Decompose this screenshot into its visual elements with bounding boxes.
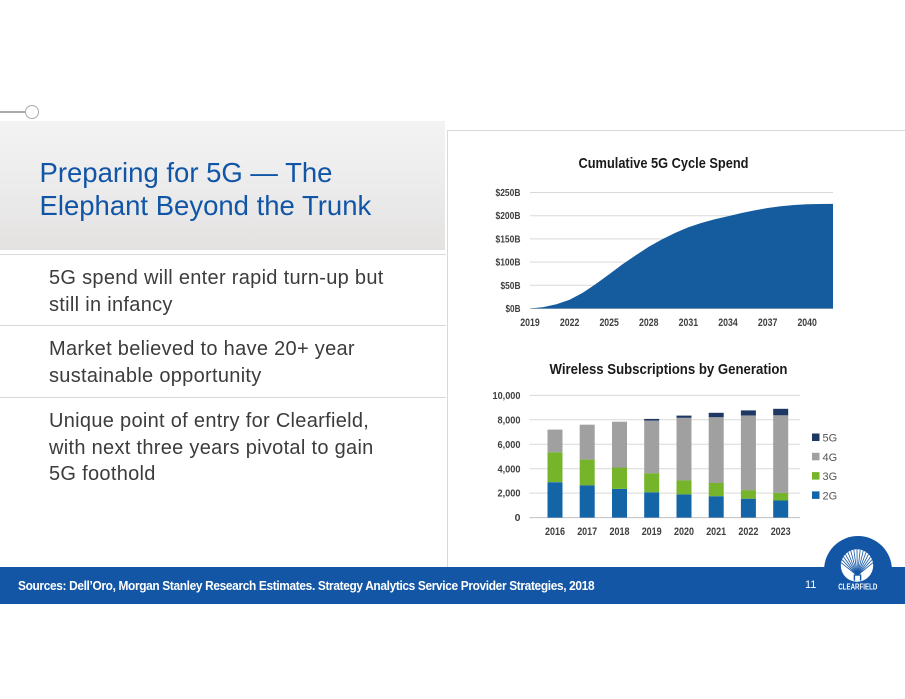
svg-text:2019: 2019 [642,526,662,538]
svg-text:2034: 2034 [718,317,738,329]
svg-text:$50B: $50B [501,280,521,292]
svg-text:4G: 4G [823,452,838,464]
svg-text:2025: 2025 [599,317,619,329]
svg-text:2023: 2023 [771,526,791,538]
svg-text:2019: 2019 [520,317,540,329]
svg-text:2037: 2037 [758,317,778,329]
svg-text:8,000: 8,000 [498,414,521,426]
svg-text:2022: 2022 [560,317,580,329]
svg-text:2022: 2022 [738,526,758,538]
svg-text:$150B: $150B [496,233,521,245]
svg-text:2018: 2018 [610,526,630,538]
svg-text:$250B: $250B [496,187,521,199]
svg-text:Wireless Subscriptions by Gene: Wireless Subscriptions by Generation [550,361,788,378]
svg-text:Cumulative 5G Cycle Spend: Cumulative 5G Cycle Spend [579,155,749,172]
svg-text:2,000: 2,000 [498,488,521,500]
svg-text:$0B: $0B [506,303,521,315]
svg-text:2G: 2G [823,490,838,502]
svg-text:CLEARFIELD: CLEARFIELD [838,582,877,591]
svg-text:$200B: $200B [496,210,521,222]
svg-text:2028: 2028 [639,317,659,329]
svg-text:0: 0 [515,512,521,524]
svg-text:2016: 2016 [545,526,565,538]
svg-text:2031: 2031 [679,317,699,329]
svg-text:4,000: 4,000 [498,463,521,475]
svg-text:6,000: 6,000 [498,439,521,451]
svg-text:2021: 2021 [706,526,726,538]
svg-text:3G: 3G [823,471,838,483]
svg-text:5G: 5G [823,433,838,445]
svg-text:2017: 2017 [577,526,597,538]
svg-text:2020: 2020 [674,526,694,538]
svg-text:$100B: $100B [496,257,521,269]
svg-text:2040: 2040 [797,317,817,329]
svg-text:10,000: 10,000 [493,390,521,402]
